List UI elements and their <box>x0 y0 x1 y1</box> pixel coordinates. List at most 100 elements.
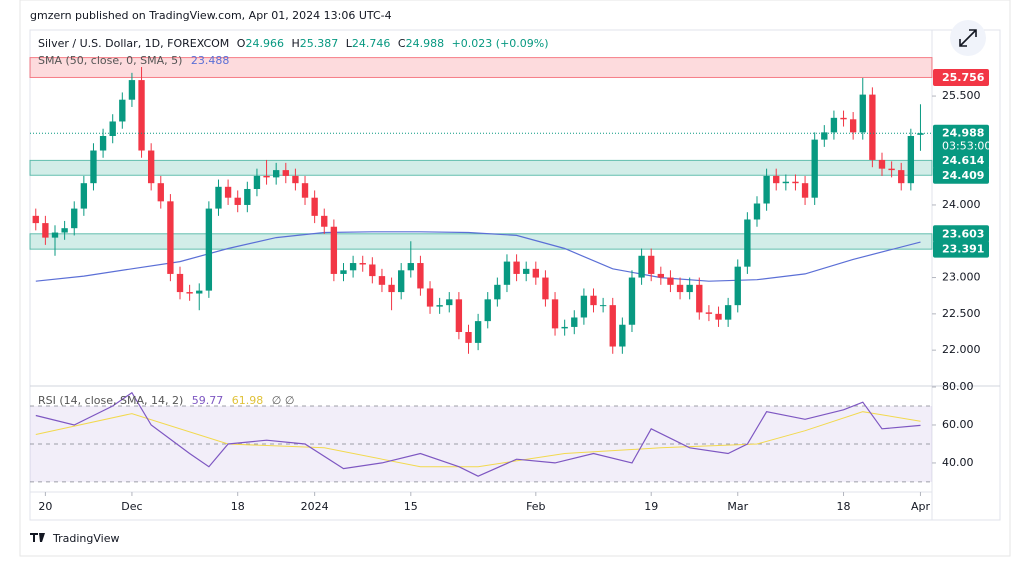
ohlc-value: 24.988 <box>406 37 445 50</box>
candle-body <box>455 299 463 333</box>
candle-body <box>849 119 857 133</box>
price-tag <box>933 151 989 169</box>
candle-body <box>571 317 578 327</box>
candle-body <box>628 277 636 325</box>
published-note: gmzern published on TradingView.com, Apr… <box>30 9 392 22</box>
rsi-title: RSI (14, close, SMA, 14, 2) <box>38 394 183 407</box>
candle-body <box>109 121 116 136</box>
candle-body <box>99 135 107 151</box>
candle-body <box>830 117 838 133</box>
countdown: 03:53:00 <box>942 140 991 153</box>
x-tick-label: 18 <box>231 500 245 513</box>
candle-body <box>340 270 347 274</box>
candle-body <box>292 175 299 184</box>
x-tick-label: Feb <box>526 500 545 513</box>
ohlc-label: O <box>237 37 246 50</box>
candle-body <box>426 288 434 307</box>
y-tick-label: 24.000 <box>942 198 981 211</box>
candle-body <box>821 132 828 140</box>
y-tick-label: 25.500 <box>942 89 981 102</box>
price-tag-label: 24.614 <box>942 154 985 167</box>
change: +0.023 (+0.09%) <box>452 37 549 50</box>
price-tag <box>933 225 989 243</box>
zone <box>29 57 933 78</box>
candle-body <box>465 332 472 343</box>
candle-body <box>773 175 780 184</box>
candle-body <box>32 215 39 224</box>
candle-body <box>167 201 174 274</box>
candle-body <box>446 299 453 306</box>
candle-body <box>349 263 357 271</box>
candle-body <box>811 139 818 198</box>
price-tag-label: 24.409 <box>942 169 984 182</box>
x-tick-label: 20 <box>38 500 52 513</box>
candle-body <box>686 284 693 293</box>
candle-body <box>253 175 261 189</box>
price-tag <box>933 166 989 184</box>
candle-body <box>176 273 184 293</box>
candle-body <box>715 313 722 320</box>
candle-body <box>224 186 232 198</box>
candle-body <box>724 305 732 320</box>
ohlc-label: H <box>291 37 299 50</box>
candle-body <box>917 133 924 135</box>
candle-body <box>801 183 809 198</box>
y-tick-label: 23.000 <box>942 271 981 284</box>
fullscreen-icon <box>959 29 977 47</box>
price-tag <box>933 68 989 86</box>
candle-body <box>840 117 847 120</box>
candle-body <box>436 305 443 307</box>
ohlc-value: 24.966 <box>245 37 284 50</box>
symbol: Silver / U.S. Dollar, 1D, FOREXCOM <box>38 37 229 50</box>
candle-body <box>551 299 559 329</box>
x-tick-label: Dec <box>121 500 142 513</box>
symbol-legend: Silver / U.S. Dollar, 1D, FOREXCOM O24.9… <box>38 37 549 50</box>
candle-body <box>186 292 193 294</box>
price-tag-label: 24.988 <box>942 127 984 140</box>
rsi-y-tick-label: 40.00 <box>942 456 974 469</box>
candle-body <box>378 276 386 285</box>
zone <box>29 159 933 176</box>
ohlc-label: C <box>398 37 406 50</box>
candle-body <box>696 284 703 313</box>
candle-body <box>215 186 222 209</box>
candle-body <box>80 183 88 209</box>
candle-body <box>734 266 741 306</box>
x-tick-label: 2024 <box>301 500 329 513</box>
candle-body <box>590 295 597 306</box>
price-tag <box>933 124 989 155</box>
y-tick-label: 22.000 <box>942 343 981 356</box>
rsi-y-tick-label: 60.00 <box>942 418 974 431</box>
candle-body <box>417 263 424 289</box>
candle-body <box>196 290 203 294</box>
candle-body <box>638 255 645 278</box>
candle-body <box>561 326 568 329</box>
candle-body <box>878 159 886 169</box>
price-tag-label: 23.603 <box>942 227 984 240</box>
rsi-value: 59.77 <box>192 394 224 407</box>
candle-body <box>859 94 866 133</box>
candle-body <box>119 99 126 122</box>
sma-title: SMA (50, close, 0, SMA, 5) <box>38 54 182 67</box>
candle-body <box>61 228 68 233</box>
candle-body <box>205 208 213 291</box>
candle-body <box>321 215 328 227</box>
brand-logo <box>30 533 45 542</box>
candle-body <box>763 175 770 204</box>
rsi-legend: RSI (14, close, SMA, 14, 2) 59.77 61.98 … <box>38 394 294 407</box>
ohlc-value: 25.387 <box>300 37 339 50</box>
price-tag <box>933 240 989 258</box>
candle-body <box>71 208 78 229</box>
candle-body <box>263 175 270 178</box>
x-tick-label: 18 <box>837 500 851 513</box>
candle-body <box>503 261 511 285</box>
candle-body <box>705 312 713 314</box>
ohlc-label: L <box>346 37 353 50</box>
candle-body <box>782 181 790 184</box>
candle-body <box>273 170 280 178</box>
candle-body <box>244 188 251 205</box>
candle-body <box>330 226 338 274</box>
candle-body <box>513 261 520 274</box>
candle-body <box>542 277 549 300</box>
